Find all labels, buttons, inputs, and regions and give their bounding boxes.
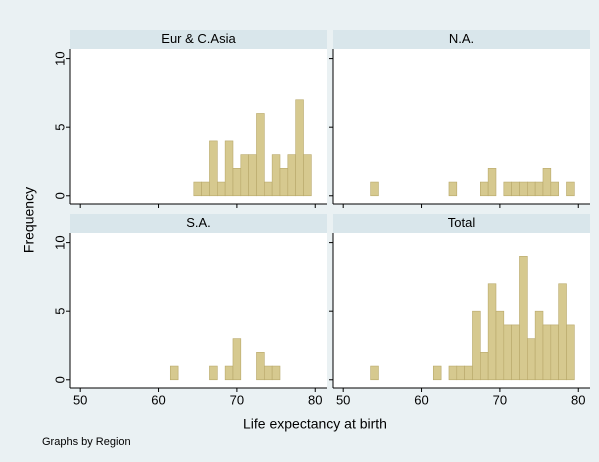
- bar: [217, 181, 226, 197]
- bar: [566, 324, 575, 381]
- bar: [495, 310, 505, 381]
- bar: [503, 324, 512, 381]
- bar: [542, 168, 552, 197]
- plot-area: [333, 49, 590, 204]
- bar: [550, 181, 559, 197]
- bar: [264, 365, 273, 381]
- bar: [232, 168, 242, 197]
- y-tick-label: 10: [52, 51, 67, 65]
- bar: [487, 283, 497, 381]
- bar: [232, 338, 242, 381]
- y-tick-label: 0: [52, 192, 67, 199]
- bar: [256, 113, 265, 197]
- bar: [256, 352, 265, 381]
- bar: [248, 154, 257, 197]
- bar: [566, 181, 575, 197]
- x-tick-label: 50: [336, 392, 350, 407]
- x-tick-label: 70: [493, 392, 507, 407]
- bar: [169, 365, 179, 381]
- panel-title: Eur & C.Asia: [161, 31, 236, 46]
- bar: [370, 181, 379, 197]
- bar: [209, 140, 218, 197]
- y-tick-label: 0: [52, 376, 67, 383]
- bar: [464, 365, 473, 381]
- panel-title: S.A.: [186, 215, 211, 230]
- bar: [558, 283, 567, 381]
- bar: [193, 181, 202, 197]
- bar: [519, 181, 528, 197]
- bar: [448, 365, 458, 381]
- plot-area: [70, 233, 327, 388]
- note: Graphs by Region: [42, 436, 131, 448]
- bar: [550, 324, 559, 381]
- panel-header: [70, 30, 327, 49]
- x-axis-label: Life expectancy at birth: [243, 416, 387, 432]
- bar: [287, 154, 296, 197]
- bar: [527, 181, 536, 197]
- bar: [279, 168, 289, 197]
- x-tick-label: 60: [414, 392, 428, 407]
- bar: [224, 140, 234, 197]
- panel-header: [70, 214, 327, 233]
- x-tick-label: 50: [73, 392, 87, 407]
- bar: [201, 181, 210, 197]
- panel-title: N.A.: [449, 31, 474, 46]
- bar: [472, 310, 481, 381]
- bar: [511, 181, 520, 197]
- bar: [240, 154, 249, 197]
- panel-header: [333, 214, 590, 233]
- bar: [303, 154, 312, 197]
- bar: [534, 310, 544, 381]
- bar: [448, 181, 458, 197]
- x-tick-label: 70: [230, 392, 244, 407]
- bar: [519, 256, 528, 381]
- y-tick-label: 5: [52, 124, 67, 131]
- x-tick-label: 60: [151, 392, 165, 407]
- y-tick-label: 10: [52, 235, 67, 249]
- bar: [527, 338, 536, 381]
- bar: [480, 181, 489, 197]
- x-tick-label: 80: [571, 392, 585, 407]
- x-tick-label: 80: [308, 392, 322, 407]
- bar: [224, 365, 234, 381]
- bar: [511, 324, 520, 381]
- bar: [487, 168, 497, 197]
- bar: [271, 154, 281, 197]
- y-axis-label: Frequency: [21, 187, 37, 253]
- bar: [370, 365, 379, 381]
- bar: [503, 181, 512, 197]
- panel-header: [333, 30, 590, 49]
- y-tick-label: 5: [52, 308, 67, 315]
- bar: [271, 365, 281, 381]
- panel-title: Total: [448, 215, 476, 230]
- bar: [432, 365, 442, 381]
- bar: [209, 365, 218, 381]
- bar: [534, 181, 544, 197]
- bar: [295, 99, 304, 197]
- bar: [456, 365, 465, 381]
- bar: [480, 352, 489, 381]
- bar: [264, 181, 273, 197]
- bar: [542, 324, 552, 381]
